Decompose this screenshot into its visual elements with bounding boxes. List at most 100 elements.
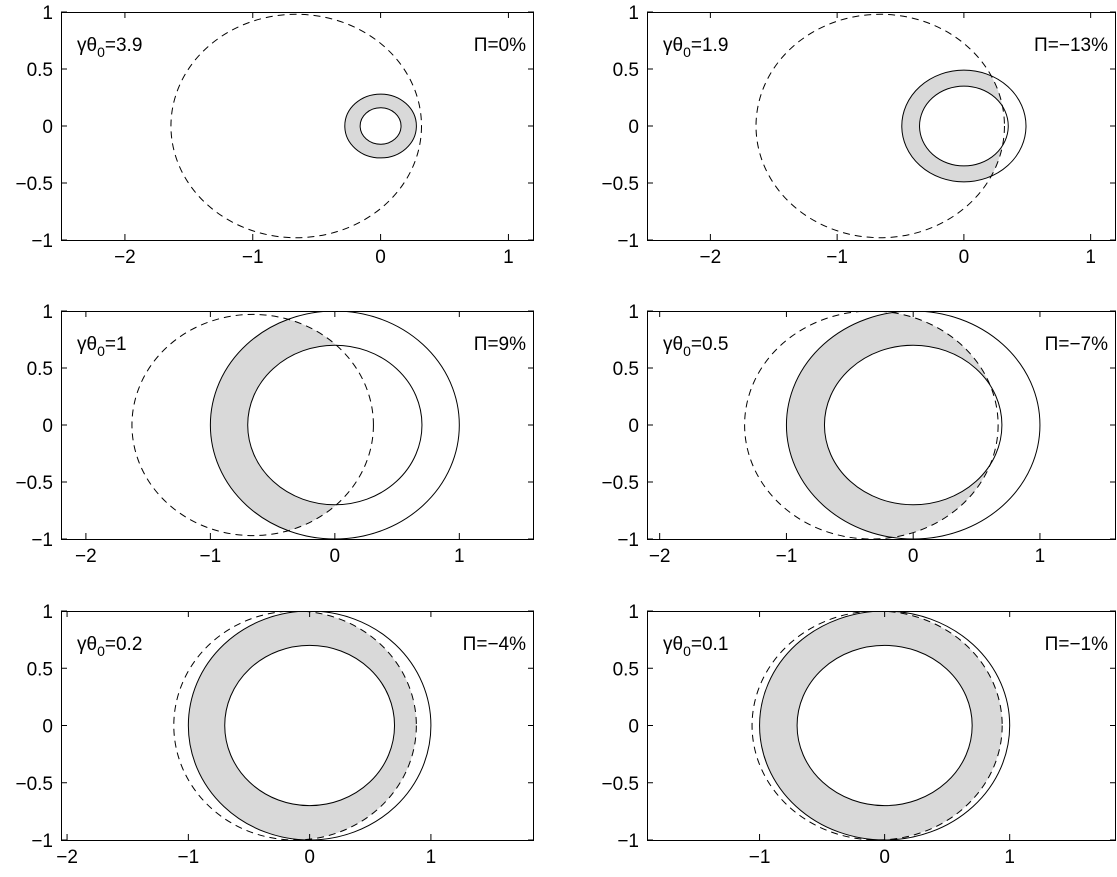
- y-tick-label: 0: [42, 416, 53, 437]
- outer-circle: [209, 311, 460, 539]
- x-tick-label: 0: [908, 546, 919, 567]
- annotation-gamma-theta: γθ0=3.9: [77, 35, 142, 60]
- y-tick-label: 1: [628, 3, 639, 24]
- annotation-gamma-theta: γθ0=0.5: [663, 334, 728, 359]
- y-tick-label: 0.5: [613, 60, 639, 81]
- x-tick-label: −2: [114, 247, 136, 268]
- shaded-ring-group: [786, 311, 999, 539]
- y-tick-label: 1: [42, 602, 53, 623]
- y-tick-label: 0.5: [27, 60, 53, 81]
- annotation-pi: Π=−7%: [1045, 334, 1108, 355]
- outer-circle: [901, 69, 1027, 183]
- plot-area: [744, 311, 1041, 539]
- plot-area: [751, 611, 1011, 840]
- y-tick-label: 0.5: [27, 359, 53, 380]
- outer-circle: [187, 611, 432, 840]
- panel-4: −2 −1 0 1 1 0.5 0 −0.5 −1 γθ0=0.5 Π=−7%: [601, 302, 1116, 567]
- plot-area: [131, 311, 460, 539]
- dashed-circle: [744, 311, 999, 539]
- dashed-circle: [170, 13, 423, 239]
- x-tick-label: 1: [1035, 546, 1046, 567]
- y-tick-label: 0.5: [613, 359, 639, 380]
- x-tick-label: −1: [749, 847, 771, 868]
- x-tick-label: 1: [1085, 247, 1096, 268]
- annotation-pi: Π=−4%: [463, 634, 526, 655]
- y-tick-label: 0.5: [613, 659, 639, 680]
- x-tick-label: 0: [330, 546, 341, 567]
- inner-circle: [224, 644, 396, 807]
- x-tick-label: 0: [959, 247, 970, 268]
- x-tick-label: −1: [242, 247, 264, 268]
- x-tick-label: −2: [700, 247, 722, 268]
- y-tick-label: 0: [628, 717, 639, 738]
- outer-circle: [785, 311, 1041, 539]
- inner-circle: [359, 107, 402, 145]
- annotation-gamma-theta: γθ0=0.2: [77, 634, 142, 659]
- shaded-ring: [210, 314, 374, 536]
- inner-circle: [823, 344, 1003, 506]
- x-tick-label: 0: [375, 247, 386, 268]
- y-tick-label: 0: [42, 717, 53, 738]
- dashed-circle: [131, 313, 374, 537]
- shaded-ring-group: [188, 611, 417, 840]
- inner-circle: [919, 85, 1009, 167]
- shaded-ring: [759, 611, 1003, 840]
- y-tick-label: 0.5: [27, 659, 53, 680]
- annotation-pi: Π=0%: [474, 35, 526, 56]
- plot-area: [170, 13, 423, 239]
- annotation-pi: Π=−1%: [1045, 634, 1108, 655]
- x-tick-label: −1: [200, 546, 222, 567]
- annotation-gamma-theta: γθ0=1: [77, 334, 127, 359]
- y-tick-label: −0.5: [601, 473, 639, 494]
- y-tick-label: 1: [628, 302, 639, 323]
- shaded-ring: [188, 611, 417, 840]
- x-tick-label: 1: [1004, 847, 1015, 868]
- panel-1: −2 −1 0 1 1 0.5 0 −0.5 −1 γθ0=3.9 Π=0%: [15, 3, 534, 268]
- y-tick-label: −1: [617, 530, 639, 551]
- x-tick-label: −2: [56, 847, 78, 868]
- x-tick-label: 0: [304, 847, 315, 868]
- panel-2: −2 −1 0 1 1 0.5 0 −0.5 −1 γθ0=1.9 Π=−13%: [601, 3, 1116, 268]
- panel-3: −2 −1 0 1 1 0.5 0 −0.5 −1 γθ0=1 Π=9%: [15, 302, 534, 567]
- y-tick-label: −0.5: [601, 774, 639, 795]
- y-tick-label: −0.5: [601, 174, 639, 195]
- dashed-circle: [755, 13, 1005, 239]
- dashed-circle: [173, 611, 417, 840]
- panel-6: −1 0 1 1 0.5 0 −0.5 −1 γθ0=0.1 Π=−1%: [601, 602, 1116, 868]
- y-tick-label: 0: [42, 117, 53, 138]
- outer-circle: [344, 93, 417, 159]
- annotation-pi: Π=−13%: [1034, 35, 1108, 56]
- y-tick-label: −0.5: [15, 473, 53, 494]
- x-tick-label: −2: [649, 546, 671, 567]
- y-tick-label: −1: [31, 530, 53, 551]
- shaded-ring-group: [344, 94, 417, 158]
- x-tick-label: 0: [879, 847, 890, 868]
- y-tick-label: −0.5: [15, 174, 53, 195]
- x-tick-label: 1: [503, 247, 514, 268]
- y-tick-label: −1: [617, 231, 639, 252]
- dashed-circle: [751, 611, 1003, 840]
- y-tick-label: −1: [31, 831, 53, 852]
- plot-area: [173, 611, 432, 840]
- y-tick-label: −0.5: [15, 774, 53, 795]
- shaded-ring: [786, 311, 999, 539]
- inner-circle: [796, 644, 973, 807]
- x-tick-label: 1: [454, 546, 465, 567]
- plot-area: [755, 13, 1027, 239]
- y-tick-label: 1: [42, 3, 53, 24]
- x-tick-label: −1: [178, 847, 200, 868]
- x-tick-label: −1: [826, 247, 848, 268]
- shaded-ring: [344, 94, 417, 158]
- y-tick-label: 1: [628, 602, 639, 623]
- annotation-gamma-theta: γθ0=1.9: [663, 35, 728, 60]
- outer-circle: [759, 611, 1011, 840]
- shaded-ring-group: [759, 611, 1003, 840]
- inner-circle: [247, 344, 423, 506]
- y-tick-label: 1: [42, 302, 53, 323]
- shaded-ring-group: [210, 314, 374, 536]
- y-tick-label: −1: [31, 231, 53, 252]
- x-tick-label: 1: [426, 847, 437, 868]
- annotation-pi: Π=9%: [474, 334, 526, 355]
- y-tick-label: −1: [617, 831, 639, 852]
